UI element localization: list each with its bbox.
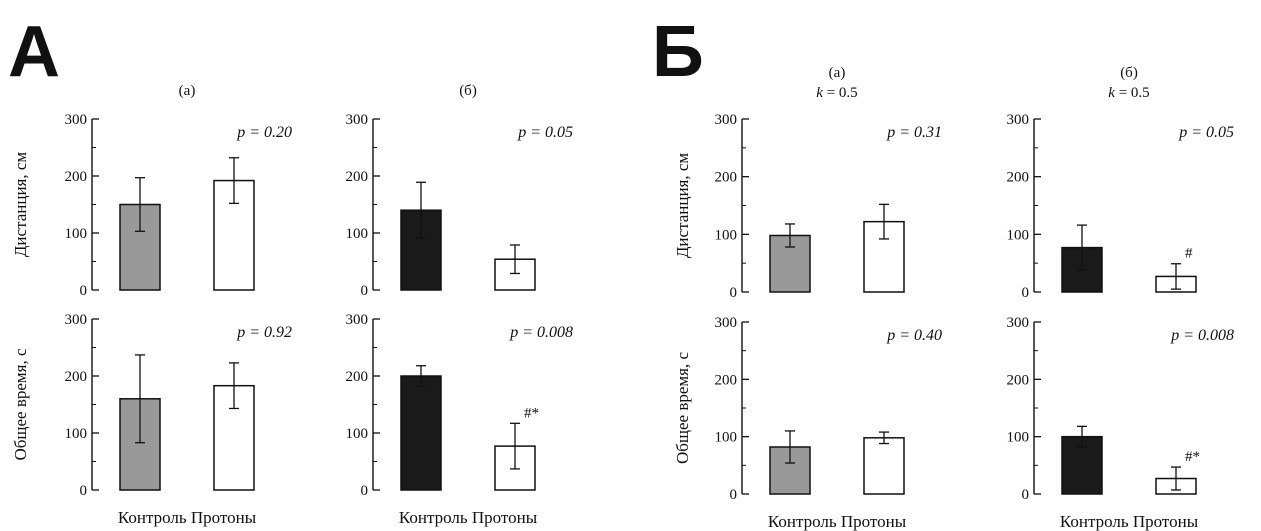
y-tick-label: 0: [730, 487, 738, 503]
y-tick-label: 0: [80, 283, 88, 299]
x-category-labels: Контроль Протоны: [118, 508, 257, 527]
y-tick-label: 200: [715, 170, 738, 186]
y-tick-label: 100: [346, 226, 369, 242]
y-tick-label: 0: [80, 483, 88, 499]
y-tick-label: 200: [65, 169, 88, 185]
y-tick-label: 300: [1007, 112, 1030, 128]
p-value: p = 0.92: [236, 324, 292, 341]
significance-marker: #*: [524, 405, 539, 421]
subplot-2: 0 100 200 300 p = 0.05 (б): [346, 83, 574, 299]
p-value: p = 0.008: [509, 324, 573, 341]
y-tick-label: 0: [361, 483, 369, 499]
subplot-1: 0 100 200 300 p = 0.20 (а) Дистанция, см: [11, 83, 292, 299]
y-tick-label: 200: [346, 169, 369, 185]
y-tick-label: 200: [65, 369, 88, 385]
p-value: p = 0.008: [1170, 327, 1234, 344]
bar-control: [400, 375, 442, 491]
subplot-8: 0 100 200 300 #* p = 0.008 Контроль Протоны: [1007, 315, 1235, 531]
y-tick-label: 100: [715, 430, 738, 446]
y-tick-label: 300: [346, 312, 369, 328]
y-tick-label: 100: [65, 426, 88, 442]
y-tick-label: 0: [1022, 487, 1030, 503]
p-value: p = 0.05: [1178, 124, 1234, 141]
p-value: p = 0.40: [886, 327, 942, 344]
subplots: 0 100 200 300 p = 0.20 (а) Дистанция, см 0 100 20…: [11, 65, 1234, 531]
subplot-subtitle: k = 0.5: [816, 85, 857, 101]
panel-label-b: Б: [652, 12, 704, 92]
y-tick-label: 100: [715, 227, 738, 243]
y-tick-label: 300: [1007, 315, 1030, 331]
y-axis-label: Дистанция, см: [11, 152, 30, 258]
subplot-title: (а): [829, 65, 846, 81]
subplot-title: (а): [179, 83, 196, 99]
subplot-4: 0 100 200 300 #* p = 0.008 Контроль Протоны: [346, 312, 574, 527]
x-category-labels: Контроль Протоны: [768, 512, 907, 531]
p-value: p = 0.31: [886, 124, 942, 141]
subplot-6: 0 100 200 300 # p = 0.05 (б) k = 0.5: [1007, 65, 1235, 301]
y-tick-label: 0: [1022, 285, 1030, 301]
y-axis-label: Общее время, с: [673, 352, 692, 465]
bar-protons: [863, 437, 905, 495]
subplot-title: (б): [459, 83, 477, 99]
subplot-5: 0 100 200 300 p = 0.31 (а) k = 0.5 Дистанция, с…: [673, 65, 942, 301]
bar-control: [1061, 435, 1103, 495]
subplot-title: (б): [1120, 65, 1138, 81]
significance-marker: #*: [1185, 449, 1200, 465]
y-tick-label: 300: [65, 312, 88, 328]
bar-control: [400, 209, 442, 291]
y-tick-label: 300: [715, 315, 738, 331]
panel-label-a: А: [8, 12, 60, 92]
subplot-subtitle: k = 0.5: [1108, 85, 1149, 101]
p-value: p = 0.20: [236, 124, 292, 141]
x-category-labels: Контроль Протоны: [399, 508, 538, 527]
subplot-7: 0 100 200 300 p = 0.40 Общее время, с Контроль…: [673, 315, 942, 531]
y-tick-label: 0: [361, 283, 369, 299]
y-tick-label: 200: [715, 372, 738, 388]
subplot-3: 0 100 200 300 p = 0.92 Общее время, с Контроль…: [11, 312, 292, 527]
y-tick-label: 100: [346, 426, 369, 442]
y-tick-label: 100: [65, 226, 88, 242]
y-axis-label: Дистанция, см: [673, 153, 692, 259]
y-axis-label: Общее время, с: [11, 348, 30, 461]
y-tick-label: 200: [346, 369, 369, 385]
significance-marker: #: [1185, 246, 1193, 262]
y-tick-label: 100: [1007, 430, 1030, 446]
y-tick-label: 0: [730, 285, 738, 301]
x-category-labels: Контроль Протоны: [1060, 512, 1199, 531]
y-tick-label: 300: [65, 112, 88, 128]
y-tick-label: 200: [1007, 372, 1030, 388]
y-tick-label: 300: [346, 112, 369, 128]
y-tick-label: 300: [715, 112, 738, 128]
p-value: p = 0.05: [517, 124, 573, 141]
y-tick-label: 100: [1007, 227, 1030, 243]
y-tick-label: 200: [1007, 170, 1030, 186]
